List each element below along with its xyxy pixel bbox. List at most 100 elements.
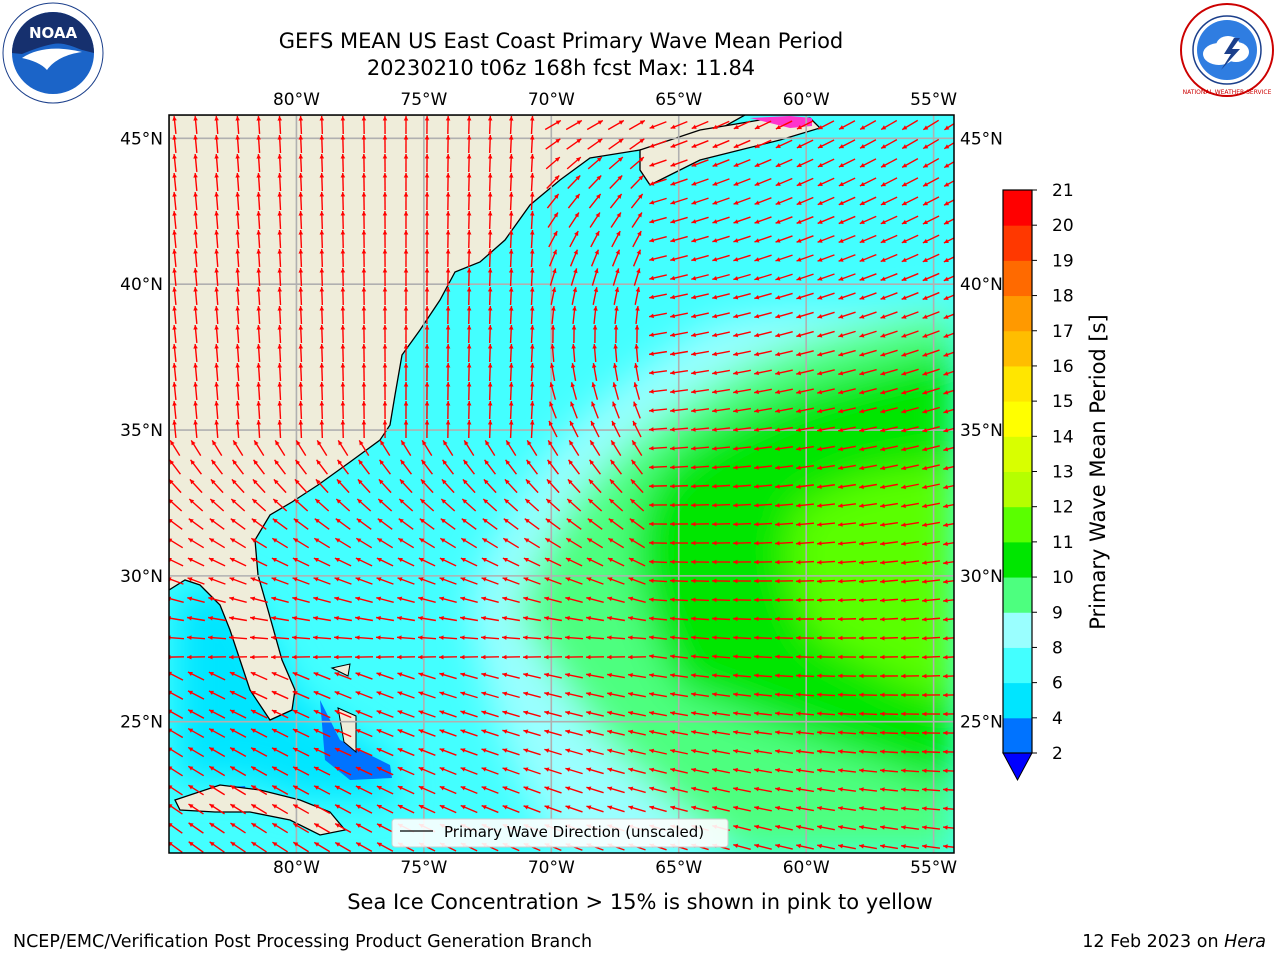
wave-arrow <box>774 711 794 716</box>
wave-arrow <box>466 115 472 135</box>
wave-arrow <box>292 557 310 567</box>
wave-arrow <box>629 156 645 170</box>
wave-arrow <box>172 191 177 211</box>
wave-arrow <box>837 503 857 508</box>
wave-arrow <box>334 728 352 738</box>
wave-arrow <box>466 305 472 325</box>
wave-arrow <box>466 229 472 249</box>
wave-arrow <box>399 478 413 494</box>
wave-arrow <box>340 172 346 192</box>
wave-arrow <box>753 673 773 678</box>
wave-arrow <box>502 691 520 699</box>
wave-arrow <box>796 805 814 812</box>
wave-arrow <box>633 382 641 400</box>
wave-arrow <box>879 522 899 527</box>
wave-arrow <box>253 459 265 475</box>
wave-arrow <box>355 691 373 699</box>
wave-arrow <box>382 115 388 135</box>
colorbar-tick-label: 12 <box>1052 498 1074 518</box>
wave-arrow <box>921 673 941 679</box>
wave-arrow <box>545 498 561 512</box>
wave-arrow <box>943 256 954 263</box>
wave-arrow <box>403 267 409 287</box>
wave-arrow <box>235 324 240 344</box>
wave-arrow <box>900 541 920 546</box>
wave-arrow <box>529 419 535 439</box>
wave-arrow <box>502 616 520 622</box>
wave-arrow <box>397 804 415 814</box>
wave-arrow <box>859 825 877 831</box>
wave-arrow <box>591 363 598 381</box>
wave-arrow <box>670 235 688 243</box>
wave-arrow <box>880 844 898 850</box>
wave-arrow <box>376 710 394 718</box>
wave-arrow <box>445 305 451 325</box>
wave-arrow <box>403 286 409 306</box>
wave-arrow <box>690 597 710 603</box>
wave-arrow <box>298 400 304 420</box>
wave-arrow <box>669 578 689 584</box>
wave-arrow <box>271 537 289 549</box>
wave-arrow <box>256 419 261 439</box>
map-frame <box>168 114 955 854</box>
wave-arrow <box>900 654 920 660</box>
wave-arrow <box>838 196 856 206</box>
wave-arrow <box>294 478 308 494</box>
graticule <box>169 115 954 853</box>
wave-arrow <box>400 439 412 457</box>
wave-arrow <box>733 292 751 300</box>
wave-arrow <box>547 459 559 475</box>
wave-arrow <box>838 311 856 319</box>
wave-arrow <box>214 419 219 439</box>
wave-arrow <box>545 138 561 150</box>
wave-arrow <box>775 350 793 357</box>
wave-arrow <box>334 747 352 757</box>
wave-arrow <box>648 578 668 583</box>
wave-arrow <box>439 729 457 737</box>
wave-arrow <box>691 178 709 186</box>
wave-arrow <box>691 805 709 812</box>
wave-arrow <box>508 286 514 306</box>
wave-arrow <box>921 560 941 565</box>
colorbar-segment <box>1003 682 1032 719</box>
wave-arrow <box>732 730 752 736</box>
wave-arrow <box>817 215 835 225</box>
wave-arrow <box>524 518 540 530</box>
wave-arrow <box>487 381 493 401</box>
wave-arrow <box>712 178 730 186</box>
wave-arrow <box>376 728 394 738</box>
wave-arrow <box>403 305 409 325</box>
wave-arrow <box>590 420 600 438</box>
wave-arrow <box>837 522 857 527</box>
wave-arrow <box>649 140 667 148</box>
wave-arrow <box>670 197 688 205</box>
wave-arrow <box>172 381 177 401</box>
wave-arrow <box>921 787 941 792</box>
wave-arrow <box>487 305 493 325</box>
wave-arrow <box>922 138 940 150</box>
lon-tick-label: 55°W <box>910 90 957 110</box>
wave-arrow <box>232 439 244 457</box>
wave-arrow <box>214 362 219 382</box>
wave-arrow <box>271 557 289 567</box>
wave-arrow <box>921 598 941 603</box>
wave-arrow <box>169 747 184 758</box>
wave-arrow <box>340 191 346 211</box>
wave-arrow <box>340 419 346 439</box>
noaa-logo-text: NOAA <box>29 24 78 42</box>
wave-arrow <box>587 138 603 150</box>
wave-arrow <box>586 596 604 604</box>
wave-arrow <box>859 464 877 471</box>
wave-arrow <box>193 153 198 173</box>
wave-arrow <box>859 215 877 225</box>
wave-arrow <box>712 120 730 130</box>
wave-arrow <box>858 635 878 641</box>
wave-arrow <box>546 193 560 209</box>
wave-arrow <box>901 349 919 357</box>
wave-arrow <box>837 560 857 565</box>
wave-arrow <box>481 577 499 585</box>
wave-arrow <box>377 518 393 530</box>
wave-arrow <box>376 557 394 567</box>
wave-arrow <box>251 822 267 834</box>
wave-arrow <box>382 267 388 287</box>
